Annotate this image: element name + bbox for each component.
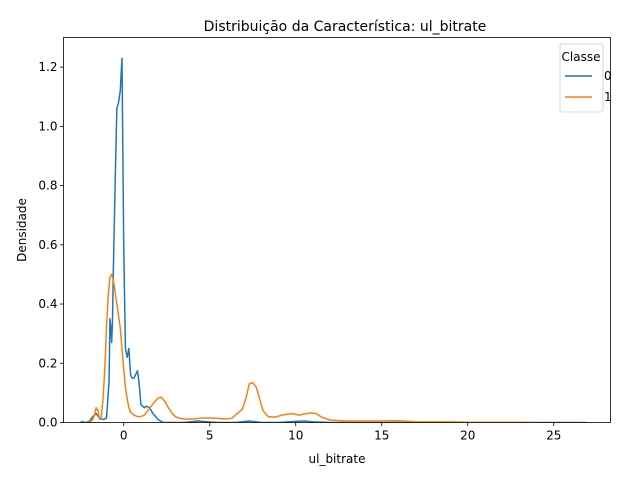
y-tick-label: 1.2	[38, 60, 57, 74]
legend-label-0: 0	[604, 69, 612, 83]
series-line-1	[88, 273, 537, 423]
x-tick-label: 15	[374, 429, 389, 443]
x-tick-label: 20	[460, 429, 475, 443]
x-tick-label: 10	[288, 429, 303, 443]
y-tick-label: 0.2	[38, 356, 57, 370]
legend-box	[559, 43, 604, 113]
y-tick-label: 0.8	[38, 179, 57, 193]
axes-frame	[63, 37, 611, 423]
x-axis-label: ul_bitrate	[309, 452, 366, 466]
y-tick-label: 1.0	[38, 119, 57, 133]
x-tick-label: 0	[120, 429, 128, 443]
legend: Classe 0 1	[559, 43, 612, 113]
y-tick-label: 0.4	[38, 297, 57, 311]
x-tick-label: 5	[206, 429, 214, 443]
y-tick-label: 0.6	[38, 238, 57, 252]
y-tick-label: 0.0	[38, 416, 57, 430]
legend-title: Classe	[562, 50, 601, 64]
chart-title: Distribuição da Característica: ul_bitra…	[204, 19, 487, 35]
y-axis-label: Densidade	[15, 198, 29, 262]
x-tick-label: 25	[546, 429, 561, 443]
legend-label-1: 1	[604, 90, 612, 104]
